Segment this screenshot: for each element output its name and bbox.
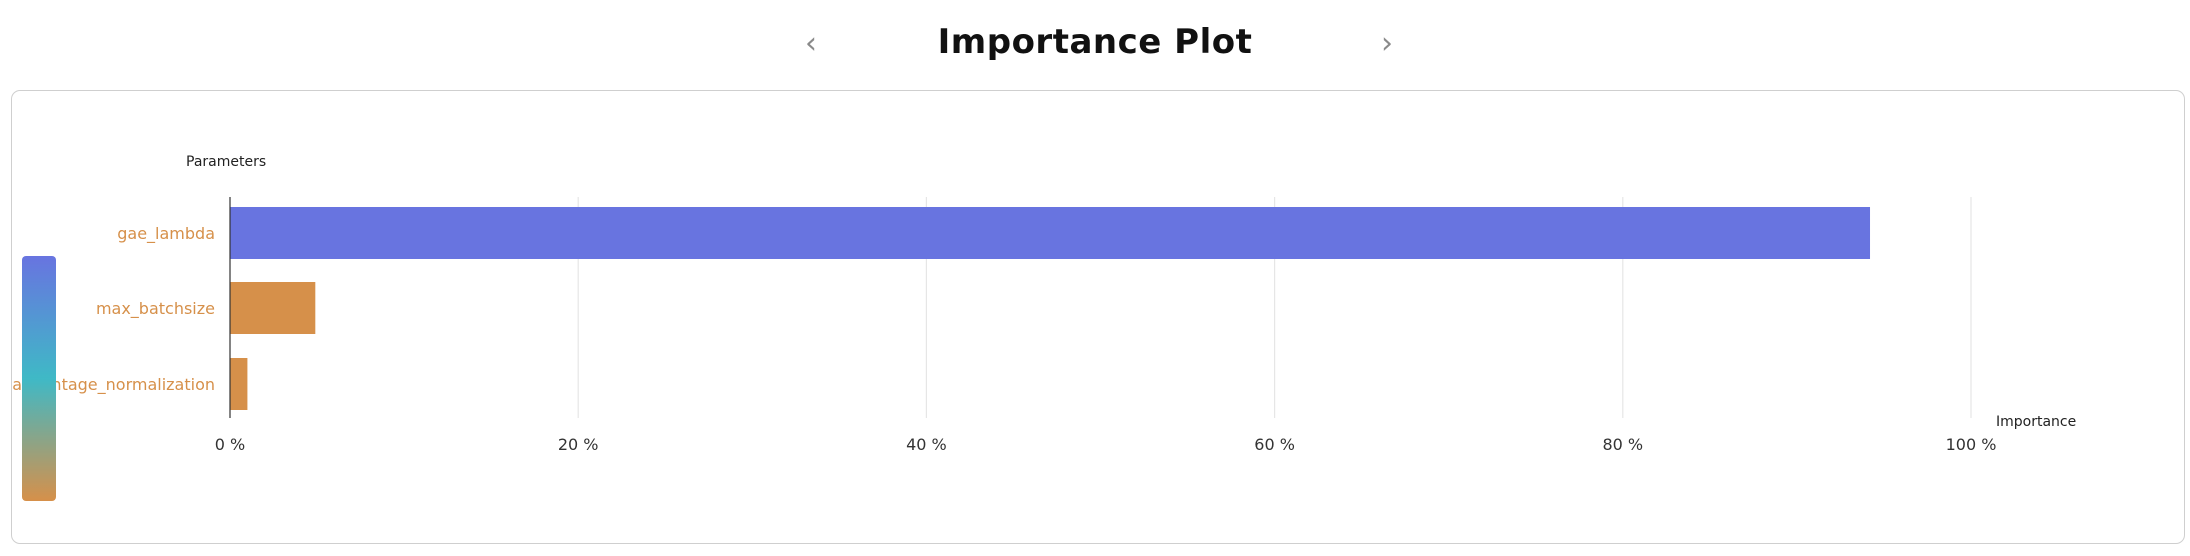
category-label-advantage-normalization: advantage_normalization <box>12 375 215 395</box>
previous-chart-button[interactable]: ‹ <box>791 24 831 64</box>
x-tick-label-80: 80 % <box>1602 435 1643 454</box>
bar-gae-lambda[interactable] <box>230 207 1871 259</box>
x-tick-label-40: 40 % <box>906 435 947 454</box>
x-tick-label-20: 20 % <box>558 435 599 454</box>
category-label-max-batchsize: max_batchsize <box>96 299 215 319</box>
chart-card <box>11 90 2185 544</box>
next-chart-button[interactable]: › <box>1367 24 1407 64</box>
bar-advantage-normalization[interactable] <box>230 358 248 410</box>
category-labels: gae_lambda max_batchsize advantage_normali… <box>12 224 215 395</box>
category-label-gae-lambda: gae_lambda <box>117 224 215 244</box>
x-tick-label-60: 60 % <box>1254 435 1295 454</box>
color-scale-bar <box>22 256 56 501</box>
chart-title: Importance Plot <box>937 22 1253 62</box>
x-tick-labels: 0 % 20 % 40 % 60 % 80 % 100 % <box>215 435 1997 454</box>
x-tick-label-0: 0 % <box>215 435 245 454</box>
bar-max-batchsize[interactable] <box>230 282 316 334</box>
chart-header: ‹ Importance Plot › <box>0 0 2190 90</box>
y-axis-title: Parameters <box>186 154 266 170</box>
x-axis-title: Importance <box>1996 414 2076 430</box>
x-tick-label-100: 100 % <box>1946 435 1997 454</box>
bars <box>230 207 1871 410</box>
